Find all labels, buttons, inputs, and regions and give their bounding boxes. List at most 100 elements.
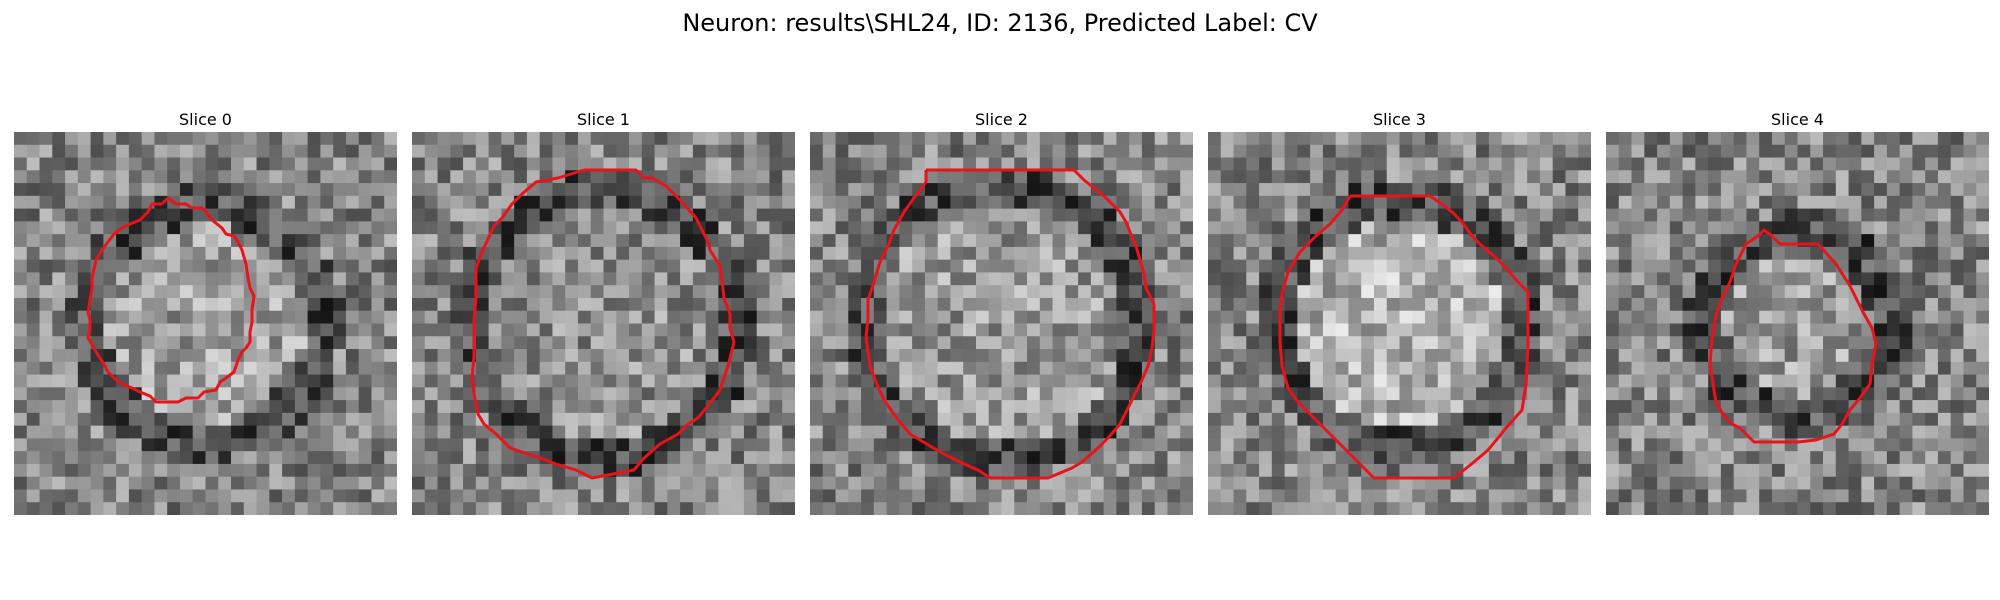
pixel-cell (488, 400, 502, 414)
pixel-cell (1720, 234, 1735, 248)
pixel-cell (1065, 400, 1079, 414)
pixel-cell (1310, 502, 1324, 515)
pixel-cell (1886, 208, 1901, 222)
pixel-cell (1116, 144, 1130, 158)
pixel-cell (1733, 272, 1747, 286)
pixel-cell (899, 349, 913, 363)
pixel-cell (1450, 349, 1464, 363)
pixel-cell (1463, 195, 1477, 209)
pixel-cell (937, 285, 951, 299)
pixel-cell (1116, 374, 1130, 388)
pixel-cell (641, 285, 655, 299)
pixel-cell (1259, 170, 1273, 184)
pixel-cell (1631, 361, 1645, 375)
pixel-cell (1644, 285, 1658, 299)
pixel-cell (90, 489, 104, 503)
pixel-cell (371, 259, 385, 273)
pixel-cell (629, 476, 643, 490)
pixel-cell (1090, 157, 1105, 171)
pixel-cell (1090, 438, 1105, 452)
pixel-cell (463, 157, 477, 171)
pixel-cell (1976, 412, 1989, 427)
pixel-cell (294, 195, 309, 209)
pixel-cell (384, 221, 397, 235)
pixel-cell (1001, 208, 1015, 222)
pixel-cell (1014, 170, 1028, 184)
pixel-cell (577, 234, 592, 248)
grayscale-pixels (1606, 132, 1989, 515)
pixel-cell (179, 323, 194, 337)
pixel-cell (912, 221, 926, 235)
pixel-cell (1925, 349, 1939, 363)
pixel-cell (1116, 463, 1130, 478)
pixel-cell (1552, 438, 1566, 452)
pixel-cell (1361, 412, 1375, 427)
pixel-cell (488, 234, 502, 248)
pixel-cell (1141, 438, 1156, 452)
pixel-cell (1450, 285, 1464, 299)
pixel-cell (1848, 374, 1862, 388)
pixel-cell (128, 297, 143, 312)
pixel-cell (1027, 132, 1041, 146)
pixel-cell (1233, 221, 1247, 235)
pixel-cell (1874, 374, 1888, 388)
pixel-cell (1552, 361, 1566, 375)
pixel-cell (1848, 489, 1862, 503)
pixel-cell (1180, 195, 1193, 209)
pixel-cell (1631, 170, 1645, 184)
pixel-cell (192, 246, 206, 261)
pixel-cell (294, 336, 309, 350)
pixel-cell (1233, 425, 1247, 439)
pixel-cell (205, 323, 219, 337)
pixel-cell (320, 144, 334, 158)
pixel-cell (975, 412, 990, 427)
pixel-cell (886, 451, 900, 465)
pixel-cell (1733, 157, 1747, 171)
pixel-cell (205, 157, 219, 171)
pixel-cell (1167, 310, 1181, 324)
pixel-cell (1233, 208, 1247, 222)
pixel-cell (154, 259, 168, 273)
pixel-cell (1065, 144, 1079, 158)
pixel-cell (743, 208, 758, 222)
pixel-cell (26, 285, 40, 299)
pixel-cell (603, 349, 617, 363)
pixel-cell (1361, 195, 1375, 209)
pixel-cell (218, 387, 232, 401)
pixel-cell (179, 234, 194, 248)
pixel-cell (371, 438, 385, 452)
pixel-cell (988, 361, 1002, 375)
pixel-cell (975, 323, 990, 337)
pixel-cell (231, 285, 245, 299)
pixel-cell (1644, 387, 1658, 401)
pixel-cell (1386, 476, 1400, 490)
pixel-cell (371, 183, 385, 197)
pixel-cell (1797, 336, 1811, 350)
pixel-cell (345, 221, 360, 235)
pixel-cell (345, 374, 360, 388)
pixel-cell (1759, 183, 1773, 197)
pixel-cell (1823, 361, 1837, 375)
pixel-cell (616, 374, 630, 388)
pixel-cell (1810, 272, 1824, 286)
pixel-cell (1618, 183, 1632, 197)
pixel-cell (1695, 234, 1709, 248)
pixel-cell (256, 246, 270, 261)
pixel-cell (680, 489, 694, 503)
pixel-cell (539, 476, 553, 490)
pixel-cell (1271, 323, 1285, 337)
pixel-cell (1463, 259, 1477, 273)
pixel-cell (475, 451, 489, 465)
pixel-cell (1463, 425, 1477, 439)
pixel-cell (52, 144, 66, 158)
pixel-cell (128, 132, 143, 146)
pixel-cell (680, 374, 694, 388)
pixel-cell (1501, 183, 1515, 197)
slice-title-3: Slice 3 (1373, 110, 1426, 129)
pixel-cell (1644, 195, 1658, 209)
pixel-cell (1835, 195, 1849, 209)
pixel-cell (782, 195, 795, 209)
pixel-cell (1090, 412, 1105, 427)
pixel-cell (1937, 310, 1952, 324)
pixel-cell (810, 310, 824, 324)
